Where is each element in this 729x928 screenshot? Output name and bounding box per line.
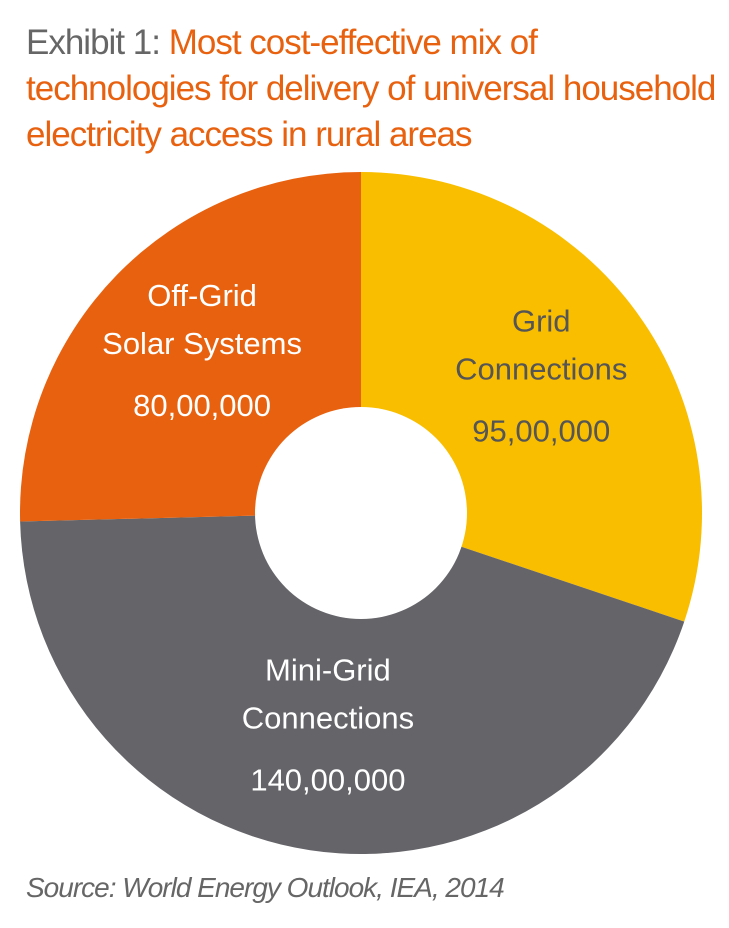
slice-value-label: 95,00,000: [472, 413, 610, 448]
slice-value-label: 80,00,000: [133, 388, 271, 423]
chart-title: Exhibit 1: Most cost-effective mix of te…: [26, 20, 716, 158]
source-note: Source: World Energy Outlook, IEA, 2014: [26, 872, 505, 903]
slice-mini-grid-connections: [20, 513, 685, 855]
slice-name-line: Mini-Grid: [265, 653, 391, 688]
slice-name-line: Connections: [455, 351, 627, 386]
slice-name-line: Connections: [242, 701, 414, 736]
slice-name-line: Grid: [512, 303, 571, 338]
slice-name-line: Off-Grid: [147, 278, 257, 313]
exhibit-label: Exhibit 1:: [26, 23, 169, 62]
donut-hole: [255, 407, 467, 619]
slice-label: Grid Connections 95,00,000: [455, 303, 627, 448]
slice-value-label: 140,00,000: [250, 763, 405, 798]
slice-label: Mini-Grid Connections 140,00,000: [242, 653, 414, 798]
slice-name-line: Solar Systems: [102, 326, 302, 361]
slice-label: Off-Grid Solar Systems 80,00,000: [102, 278, 302, 423]
slice-off-grid-solar-systems: [20, 172, 361, 522]
title-text: Most cost-effective mix of technologies …: [26, 23, 716, 154]
